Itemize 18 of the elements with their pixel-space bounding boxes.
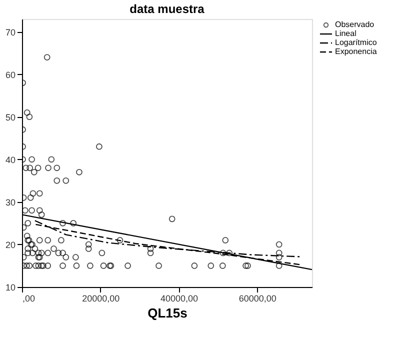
y-tick-label: 20 <box>5 240 16 250</box>
y-tick-label: 10 <box>5 282 16 292</box>
legend-label: Observado <box>335 20 375 29</box>
x-tick-label: ,00 <box>22 294 36 304</box>
y-tick-label: 50 <box>5 112 16 122</box>
chart-title: data muestra <box>130 2 205 16</box>
legend-label: Logarítmico <box>335 38 378 47</box>
legend-label: Exponencia <box>335 47 378 56</box>
x-tick-label: 20000,00 <box>82 294 120 304</box>
x-tick-label: 40000,00 <box>160 294 198 304</box>
x-tick-label: 60000,00 <box>238 294 276 304</box>
legend-label: Lineal <box>335 29 357 38</box>
y-tick-label: 40 <box>5 154 16 165</box>
y-tick-label: 30 <box>5 197 16 208</box>
y-tick-label: 60 <box>5 70 16 80</box>
x-axis-title: QL15s <box>148 306 188 320</box>
line-series <box>35 224 302 266</box>
y-tick-label: 70 <box>5 27 16 38</box>
